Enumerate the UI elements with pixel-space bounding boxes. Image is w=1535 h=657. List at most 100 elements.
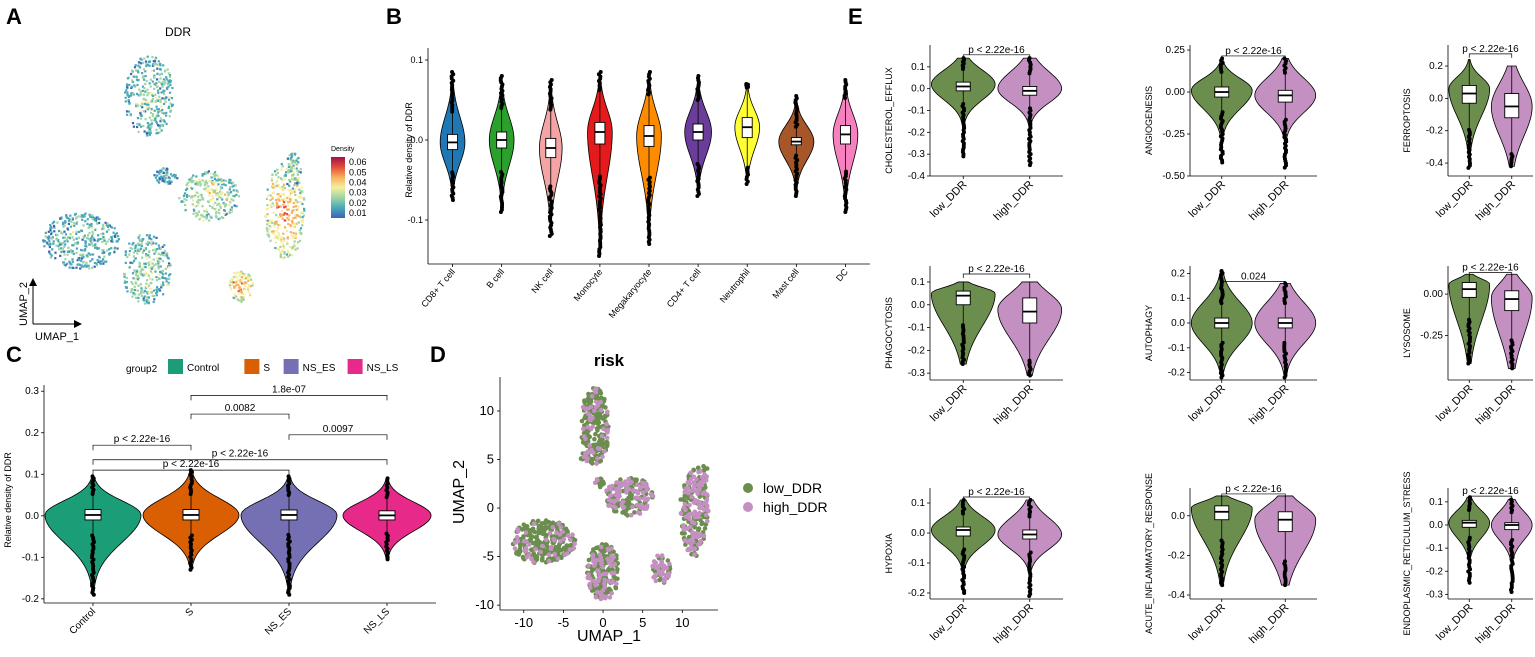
panel-a-point (293, 234, 296, 237)
panel-c-3-outlier (385, 557, 390, 562)
panel-a-point (190, 181, 194, 184)
panel-d-point-high (533, 546, 538, 552)
panel-a-point (82, 256, 85, 259)
panel-a-point (133, 285, 136, 288)
panel-a-point (294, 232, 298, 235)
panel-a-point (108, 248, 111, 251)
panel-a-point (169, 263, 172, 266)
panel-a-point (215, 189, 218, 192)
panel-a-point (235, 295, 238, 298)
panel-a-point (282, 256, 285, 259)
panel-a-point (162, 123, 165, 126)
panel-a-point (242, 296, 245, 299)
panel-a-point (217, 183, 220, 186)
panel-a-xlabel: UMAP_1 (35, 331, 79, 343)
panel-letter-b: B (386, 4, 402, 29)
panel-a-point (275, 230, 278, 233)
panel-a-point (211, 181, 214, 184)
panel-a-point (135, 273, 138, 277)
panel-a-point (230, 283, 233, 286)
panel-d-point-low (544, 543, 550, 549)
panel-a-point (276, 216, 280, 219)
panel-a-point (145, 79, 148, 83)
panel-a-point (156, 179, 159, 182)
panel-d-point-high (658, 562, 664, 567)
panel-c-comparison-bracket (92, 444, 192, 451)
panel-a-point (235, 276, 238, 279)
panel-a-point (169, 102, 172, 105)
panel-a-point (156, 63, 159, 66)
panel-a-point (194, 183, 197, 186)
panel-a-point (170, 180, 173, 183)
panel-a-point (193, 194, 197, 197)
panel-a-point (150, 119, 153, 122)
panel-d-ytick-label: 0 (487, 500, 494, 515)
panel-e-ytick-label: -0.4 (908, 171, 926, 182)
panel-a-point (113, 248, 116, 251)
panel-e-p-label: p < 2.22e-16 (968, 45, 1025, 56)
panel-d-point-high (608, 563, 614, 569)
panel-a-point (89, 239, 92, 242)
panel-a-points (42, 55, 306, 305)
panel-d-point-high (572, 541, 577, 547)
panel-a-point (160, 111, 164, 114)
panel-e-1-1-outlier (1282, 165, 1287, 170)
panel-a-point (52, 224, 56, 228)
panel-e-8-1-box (1504, 522, 1520, 531)
panel-a-point (275, 181, 278, 184)
panel-a-point (243, 273, 246, 276)
panel-a-point (167, 85, 170, 88)
panel-a-point (103, 239, 106, 242)
panel-a-point (63, 230, 66, 233)
panel-a-legend-tick: 0.05 (349, 167, 367, 177)
panel-a-point (301, 221, 304, 224)
panel-a-point (279, 240, 282, 243)
panel-a-legend-tick: 0.02 (349, 198, 367, 208)
panel-a-point (50, 231, 53, 234)
panel-a-point (144, 271, 147, 274)
panel-e-4-0-outlier (1219, 375, 1224, 380)
panel-a-point (148, 130, 151, 133)
panel-a-point (273, 225, 276, 228)
panel-a-point (137, 236, 140, 239)
panel-c-ytick-label: 0.2 (25, 428, 39, 439)
panel-a-point (273, 222, 276, 226)
panel-a-point (239, 297, 242, 300)
panel-a-axes-arrows (29, 278, 82, 328)
panel-a-point (293, 172, 296, 175)
panel-a-point (287, 165, 290, 169)
panel-e-1-1-outlier (1282, 56, 1287, 61)
panel-a-point (147, 106, 150, 109)
panel-a-point (86, 255, 89, 258)
panel-a-point (149, 123, 152, 126)
panel-a-point (143, 78, 146, 81)
panel-d-point-high (544, 537, 549, 543)
panel-d-point-high (605, 409, 610, 415)
panel-a-point (75, 230, 78, 233)
panel-b-1-outliers (498, 74, 505, 214)
panel-a-point (291, 219, 294, 222)
panel-a-point (290, 166, 294, 170)
panel-a-point (281, 217, 284, 220)
panel-a-point (123, 272, 126, 275)
panel-a-point (135, 277, 138, 280)
panel-a-point (95, 246, 98, 249)
panel-a-point (212, 189, 215, 192)
panel-e-7-1-box (1277, 511, 1293, 533)
panel-a-point (215, 210, 218, 213)
panel-a-point (152, 289, 156, 292)
panel-a-point (286, 229, 289, 232)
panel-a-point (167, 79, 170, 82)
panel-e-8-0-outliers (1466, 495, 1473, 585)
panel-d-point-high (697, 541, 702, 547)
panel-a-point (159, 98, 162, 101)
panel-a-point (146, 122, 149, 125)
panel-d-point-high (635, 482, 640, 488)
panel-b-6-outliers (744, 82, 751, 186)
panel-a-point (63, 250, 66, 253)
panel-a-point (147, 301, 151, 304)
panel-a-point (166, 252, 169, 255)
panel-a-point (176, 177, 179, 180)
panel-a-point (215, 194, 218, 197)
panel-d-point-high (683, 486, 688, 492)
